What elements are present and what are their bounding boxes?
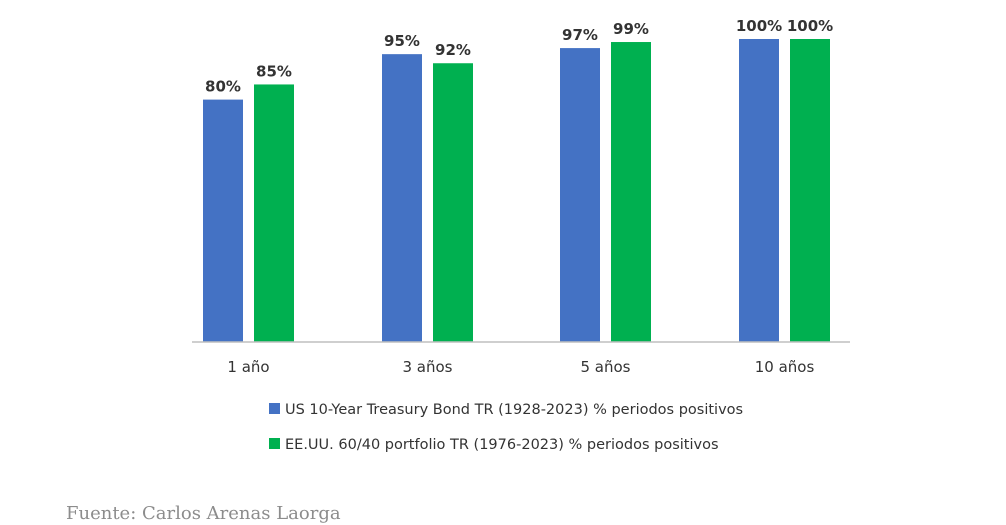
data-label-series1-5-a-os: 97% bbox=[562, 26, 598, 44]
bar-series2-3-a-os bbox=[433, 63, 473, 343]
x-tick-label-5-a-os: 5 años bbox=[580, 358, 630, 376]
data-label-series1-10-a-os: 100% bbox=[736, 17, 782, 35]
bars-group bbox=[203, 39, 830, 343]
data-label-series2-10-a-os: 100% bbox=[787, 17, 833, 35]
bar-series1-1-a-o bbox=[203, 99, 243, 342]
legend-swatch-series2 bbox=[269, 438, 280, 449]
data-label-series1-3-a-os: 95% bbox=[384, 32, 420, 50]
legend: US 10-Year Treasury Bond TR (1928-2023) … bbox=[269, 402, 743, 453]
bar-series2-5-a-os bbox=[611, 42, 651, 342]
legend-label-series1: US 10-Year Treasury Bond TR (1928-2023) … bbox=[285, 402, 743, 418]
value-labels-group: 80% 85% 95% 92% 97% 99% 100% 100% bbox=[205, 17, 833, 96]
bar-series1-10-a-os bbox=[739, 39, 779, 342]
bar-series1-3-a-os bbox=[382, 54, 422, 343]
data-label-series2-1-a-o: 85% bbox=[256, 62, 292, 80]
legend-swatch-series1 bbox=[269, 403, 280, 414]
source-caption: Fuente: Carlos Arenas Laorga bbox=[66, 503, 341, 524]
bar-series1-5-a-os bbox=[560, 48, 600, 343]
bar-series2-1-a-o bbox=[254, 84, 294, 342]
data-label-series2-5-a-os: 99% bbox=[613, 20, 649, 38]
x-tick-label-10-a-os: 10 años bbox=[755, 358, 815, 376]
x-tick-label-3-a-os: 3 años bbox=[402, 358, 452, 376]
legend-label-series2: EE.UU. 60/40 portfolio TR (1976-2023) % … bbox=[285, 437, 719, 453]
data-label-series1-1-a-o: 80% bbox=[205, 78, 241, 96]
data-label-series2-3-a-os: 92% bbox=[435, 41, 471, 59]
bar-series2-10-a-os bbox=[790, 39, 830, 342]
x-tick-labels-group: 1 año 3 años 5 años 10 años bbox=[227, 358, 814, 376]
x-tick-label-1-a-o: 1 año bbox=[227, 358, 269, 376]
